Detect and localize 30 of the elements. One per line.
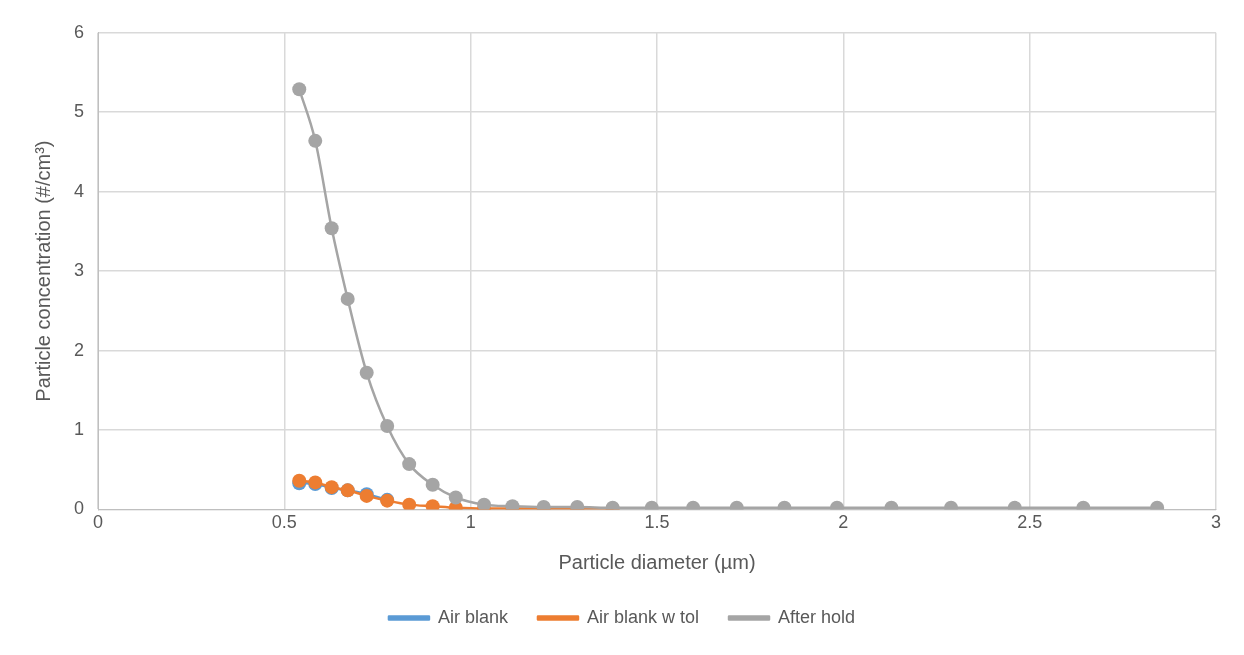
x-tick-label: 1.5 [644, 512, 670, 533]
y-tick-label: 3 [74, 260, 85, 281]
point [359, 365, 374, 380]
point [380, 419, 395, 433]
x-tick-label: 3 [1210, 512, 1222, 533]
x-tick-label: 0.5 [271, 512, 297, 533]
point [292, 82, 307, 97]
y-tick-label: 4 [74, 180, 85, 201]
point [448, 490, 463, 505]
point [324, 221, 339, 236]
y-tick-label: 5 [74, 101, 85, 122]
y-tick-label: 1 [74, 418, 85, 439]
point [402, 497, 417, 510]
point [477, 497, 492, 510]
x-tick-label: 0 [93, 512, 104, 533]
y-tick-label: 0 [74, 498, 85, 519]
legend-label: After hold [778, 606, 856, 627]
legend-label: Air blank [437, 606, 509, 627]
y-tick-label: 6 [74, 21, 85, 42]
legend-label: Air blank w tol [586, 606, 700, 627]
point [425, 477, 440, 492]
point [308, 133, 323, 148]
y-axis-title: Particle concentration (#/cm³) [31, 140, 54, 402]
x-axis-title: Particle diameter (µm) [558, 550, 756, 573]
point [340, 291, 355, 306]
y-tick-label: 2 [74, 339, 85, 360]
x-tick-label: 2 [838, 512, 849, 533]
x-tick-label: 2.5 [1017, 512, 1043, 533]
x-tick-label: 1 [465, 512, 476, 533]
point [402, 457, 417, 472]
